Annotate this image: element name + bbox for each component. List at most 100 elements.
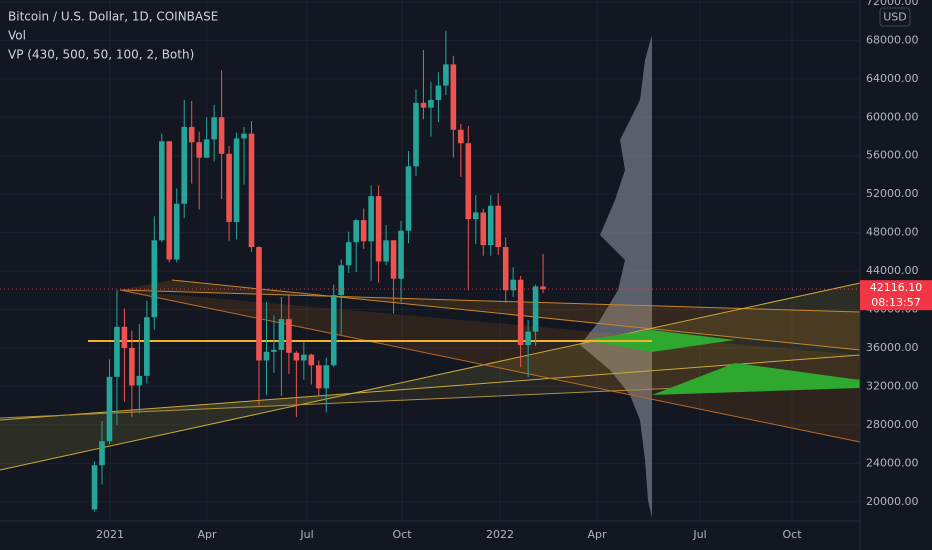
candle-body [278, 319, 285, 350]
candle-body [413, 102, 419, 167]
y-tick-label: 20000.00 [866, 495, 919, 508]
candle-body [166, 141, 173, 260]
x-tick-label: Oct [392, 528, 412, 541]
candle-body [360, 220, 367, 242]
y-tick-label: 36000.00 [866, 341, 919, 354]
candle-body [398, 230, 404, 279]
candles [91, 30, 546, 512]
candle-body [420, 102, 427, 108]
chart-title: Bitcoin / U.S. Dollar, 1D, COINBASE [8, 10, 218, 24]
y-tick-label: 48000.00 [866, 226, 919, 239]
currency: USD [883, 11, 907, 24]
x-tick-label: Jul [299, 528, 313, 541]
candle-body [271, 349, 277, 352]
x-tick-label: Oct [782, 528, 802, 541]
candle-body [91, 465, 98, 510]
candle-body [315, 365, 322, 389]
y-tick-label: 64000.00 [866, 72, 919, 85]
candle-body [188, 126, 195, 143]
candle-body [151, 240, 158, 318]
candle-body [517, 279, 524, 346]
y-tick-label: 28000.00 [866, 418, 919, 431]
candle-body [532, 286, 539, 332]
candle-body [480, 212, 487, 246]
indicator-label: VP (430, 500, 50, 100, 2, Both) [8, 48, 194, 62]
candle-body [383, 240, 389, 262]
candle-body [121, 326, 128, 348]
candle-body [241, 133, 247, 139]
candle-body [338, 265, 345, 296]
candle-body [465, 143, 472, 220]
x-tick-label: Jul [692, 528, 706, 541]
y-tick-label: 68000.00 [866, 33, 919, 46]
candle-body [211, 117, 217, 140]
candle-body [248, 133, 255, 248]
green-zone [585, 330, 735, 352]
last-price-tag [860, 280, 932, 311]
candle-body [487, 205, 494, 246]
candle-body [136, 375, 143, 386]
candle-body [106, 376, 113, 442]
candle-body [353, 220, 359, 243]
volume-profile [580, 35, 652, 518]
x-tick-label: 2022 [486, 528, 514, 541]
candle-body [173, 203, 180, 260]
x-tick-label: Apr [197, 528, 217, 541]
y-tick-label: 44000.00 [866, 264, 919, 277]
candle-body [323, 365, 330, 389]
x-tick-label: 2021 [96, 528, 124, 541]
y-tick-labels: 20000.00 24000.00 28000.00 32000.00 36000.00… [866, 0, 919, 508]
green-zone [652, 363, 860, 395]
x-tick-labels: 2021 Apr Jul Oct 2022 Apr Jul Oct [96, 528, 802, 541]
candle-body [293, 352, 300, 361]
candle-body [256, 247, 262, 361]
candle-body [301, 354, 307, 361]
candle-body [525, 331, 531, 346]
candle-body [405, 166, 412, 231]
price-axis [860, 0, 932, 550]
candle-body [330, 295, 337, 366]
candle-body [226, 153, 232, 223]
trendline [171, 279, 861, 351]
last-price-box: 42116.10 08:13:57 [860, 280, 932, 311]
candle-body [263, 351, 270, 361]
y-tick-label: 24000.00 [866, 456, 919, 469]
candle-body [286, 319, 292, 353]
candle-body [540, 286, 546, 290]
candle-body [158, 141, 165, 241]
y-tick-label: 32000.00 [866, 379, 919, 392]
candle-body [458, 129, 464, 144]
indicator-label: Vol [8, 29, 26, 43]
candle-body [218, 117, 225, 154]
candle-body [144, 317, 150, 376]
candle-body [368, 196, 374, 242]
candle-body [99, 441, 105, 466]
candle-body [308, 354, 315, 366]
candle-body [345, 242, 352, 266]
candle-body [450, 64, 457, 130]
candle-body [443, 64, 449, 86]
last-price: 42116.10 [870, 281, 923, 294]
candle-body [181, 126, 188, 204]
countdown: 08:13:57 [871, 296, 920, 309]
candle-body [203, 139, 210, 158]
candle-body [435, 85, 442, 100]
candle-body [495, 205, 502, 248]
y-tick-label: 52000.00 [866, 187, 919, 200]
candle-body [502, 247, 509, 291]
y-tick-label: 72000.00 [866, 0, 919, 8]
y-tick-label: 60000.00 [866, 110, 919, 123]
y-tick-label: 56000.00 [866, 149, 919, 162]
candle-body [114, 326, 120, 377]
trendline [119, 289, 861, 313]
candle-body [196, 142, 202, 158]
candle-body [390, 240, 397, 279]
candle-body [129, 347, 135, 386]
trendline [119, 289, 861, 443]
trendlines [0, 279, 861, 471]
candle-body [375, 196, 382, 262]
currency-button[interactable] [879, 7, 911, 27]
candle-body [233, 138, 240, 223]
trendline [0, 354, 861, 421]
